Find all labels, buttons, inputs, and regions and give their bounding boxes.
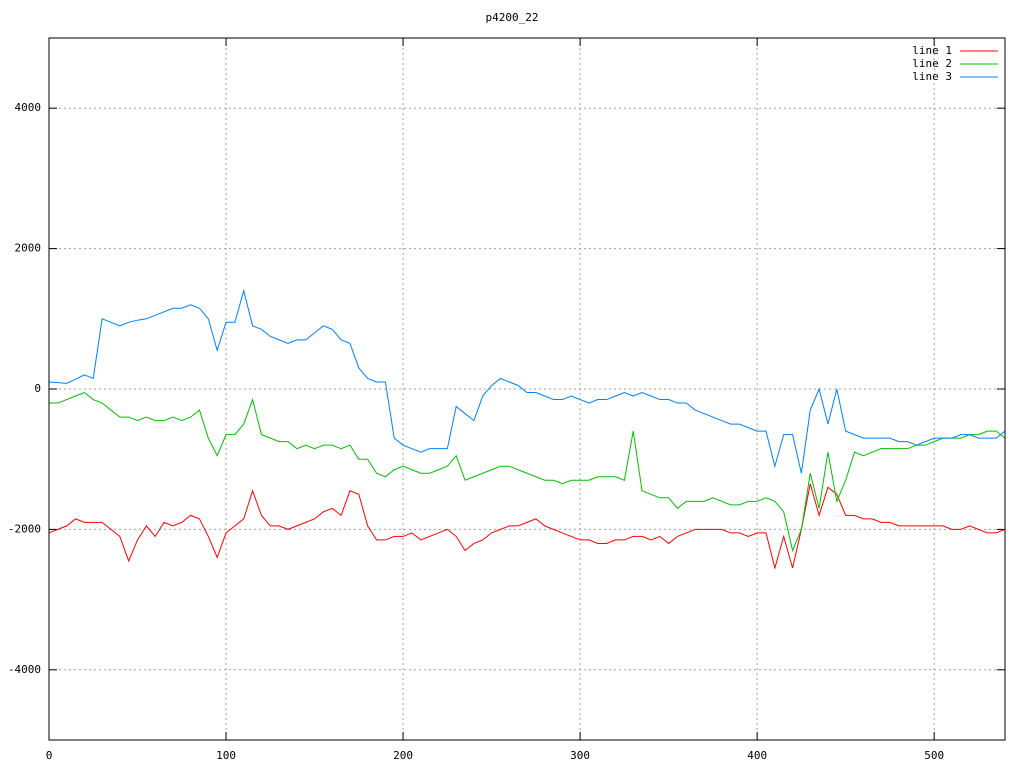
y-tick-label: 2000 bbox=[15, 242, 42, 255]
chart-title: p4200_22 bbox=[486, 11, 539, 24]
y-tick-label: -2000 bbox=[8, 522, 41, 535]
x-tick-label: 0 bbox=[46, 749, 53, 762]
y-tick-label: -4000 bbox=[8, 663, 41, 676]
x-tick-label: 400 bbox=[747, 749, 767, 762]
x-tick-label: 500 bbox=[924, 749, 944, 762]
data-line bbox=[48, 288, 1006, 474]
x-tick-label: 300 bbox=[570, 749, 590, 762]
y-tick-label: 4000 bbox=[15, 101, 42, 114]
data-line bbox=[49, 391, 1006, 553]
x-tick-label: 100 bbox=[216, 749, 236, 762]
legend-label: line 1 bbox=[912, 44, 952, 57]
plot-border bbox=[48, 37, 1006, 741]
x-tick-label: 200 bbox=[393, 749, 413, 762]
y-tick-label: 0 bbox=[34, 382, 41, 395]
legend-label: line 2 bbox=[912, 57, 952, 70]
data-line bbox=[48, 483, 1006, 570]
legend-label: line 3 bbox=[912, 70, 952, 83]
